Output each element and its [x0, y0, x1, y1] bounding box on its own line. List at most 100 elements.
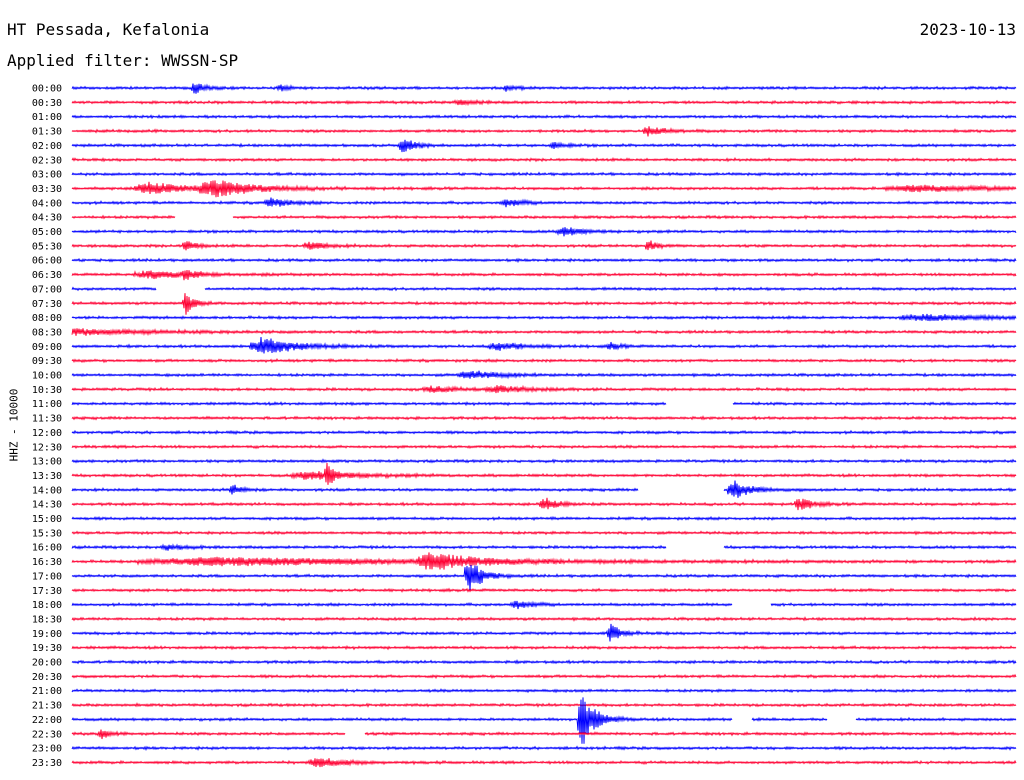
row-tick-label: 16:30	[32, 557, 62, 568]
row-tick-label: 06:30	[32, 270, 62, 281]
row-tick-label: 10:00	[32, 371, 62, 382]
row-tick-label: 01:00	[32, 112, 62, 123]
row-tick-label: 12:30	[32, 442, 62, 453]
trace-line	[71, 401, 1017, 407]
station-title: HT Pessada, Kefalonia	[7, 20, 210, 39]
row-tick-label: 08:00	[32, 313, 62, 324]
trace-line	[71, 688, 1017, 694]
row-tick-label: 14:30	[32, 500, 62, 511]
row-tick-label: 22:30	[32, 729, 62, 740]
trace-line	[71, 114, 1017, 120]
row-tick-label: 23:00	[32, 744, 62, 755]
trace-line	[71, 480, 1017, 498]
row-tick-label: 00:30	[32, 98, 62, 109]
trace-line	[71, 157, 1017, 163]
trace-line	[71, 587, 1017, 593]
time-tick-labels: 00:00 00:30 01:00 01:30 02:00 02:30 03:00 03:30…	[32, 84, 62, 769]
trace-line	[71, 600, 1017, 610]
trace-line	[71, 543, 1017, 551]
row-tick-label: 11:30	[32, 414, 62, 425]
row-tick-label: 02:30	[32, 155, 62, 166]
row-tick-label: 08:30	[32, 327, 62, 338]
row-tick-label: 15:00	[32, 514, 62, 525]
row-tick-label: 05:30	[32, 241, 62, 252]
trace-line	[71, 673, 1017, 680]
row-tick-label: 22:00	[32, 715, 62, 726]
trace-line	[71, 497, 1017, 511]
row-tick-label: 07:00	[32, 284, 62, 295]
trace-line	[71, 444, 1017, 450]
trace-line	[71, 429, 1017, 436]
trace-line	[71, 171, 1017, 177]
row-tick-label: 13:00	[32, 457, 62, 468]
trace-line	[71, 552, 1017, 570]
row-tick-label: 19:00	[32, 629, 62, 640]
row-tick-label: 09:00	[32, 342, 62, 353]
trace-line	[71, 370, 1017, 380]
row-tick-label: 09:30	[32, 356, 62, 367]
row-tick-label: 21:00	[32, 686, 62, 697]
trace-line	[71, 214, 1017, 220]
trace-line	[71, 197, 1017, 208]
trace-line	[71, 98, 1017, 107]
trace-line	[71, 313, 1017, 322]
trace-line	[71, 530, 1017, 536]
row-tick-label: 20:30	[32, 672, 62, 683]
trace-line	[71, 697, 1017, 744]
row-tick-label: 06:00	[32, 256, 62, 267]
seismic-traces	[71, 83, 1017, 768]
trace-line	[71, 293, 1017, 315]
row-tick-label: 03:00	[32, 170, 62, 181]
trace-line	[71, 458, 1017, 464]
date-label: 2023-10-13	[919, 20, 1016, 39]
trace-line	[71, 180, 1017, 198]
trace-line	[71, 357, 1017, 364]
trace-line	[71, 729, 1017, 740]
row-tick-label: 15:30	[32, 528, 62, 539]
trace-line	[71, 384, 1017, 394]
filter-label: Applied filter: WWSSN-SP	[7, 51, 239, 70]
row-tick-label: 14:00	[32, 485, 62, 496]
row-tick-label: 07:30	[32, 299, 62, 310]
trace-line	[71, 270, 1017, 281]
row-tick-label: 19:30	[32, 643, 62, 654]
row-tick-label: 00:00	[32, 84, 62, 95]
row-tick-label: 05:00	[32, 227, 62, 238]
trace-line	[71, 126, 1017, 137]
trace-line	[71, 515, 1017, 522]
trace-line	[71, 645, 1017, 651]
trace-line	[71, 415, 1017, 421]
trace-line	[71, 227, 1017, 237]
row-tick-label: 20:00	[32, 658, 62, 669]
trace-line	[71, 745, 1017, 751]
trace-line	[71, 286, 1017, 292]
row-tick-label: 23:30	[32, 758, 62, 769]
row-tick-label: 12:00	[32, 428, 62, 439]
row-tick-label: 01:30	[32, 127, 62, 138]
row-tick-label: 10:30	[32, 385, 62, 396]
row-tick-label: 21:30	[32, 701, 62, 712]
trace-line	[71, 327, 1017, 337]
trace-line	[71, 616, 1017, 622]
trace-line	[71, 565, 1017, 591]
trace-line	[71, 702, 1017, 708]
row-tick-label: 02:00	[32, 141, 62, 152]
trace-line	[71, 337, 1017, 354]
trace-line	[71, 257, 1017, 264]
trace-line	[71, 659, 1017, 665]
row-tick-label: 16:00	[32, 543, 62, 554]
trace-line	[71, 462, 1017, 485]
trace-line	[71, 139, 1017, 153]
row-tick-label: 17:00	[32, 571, 62, 582]
trace-line	[71, 240, 1017, 251]
row-tick-label: 04:30	[32, 213, 62, 224]
row-tick-label: 13:30	[32, 471, 62, 482]
row-tick-label: 11:00	[32, 399, 62, 410]
trace-line	[71, 758, 1017, 768]
row-tick-label: 04:00	[32, 198, 62, 209]
trace-line	[71, 83, 1017, 94]
row-tick-label: 18:00	[32, 600, 62, 611]
row-tick-label: 03:30	[32, 184, 62, 195]
row-tick-label: 18:30	[32, 614, 62, 625]
